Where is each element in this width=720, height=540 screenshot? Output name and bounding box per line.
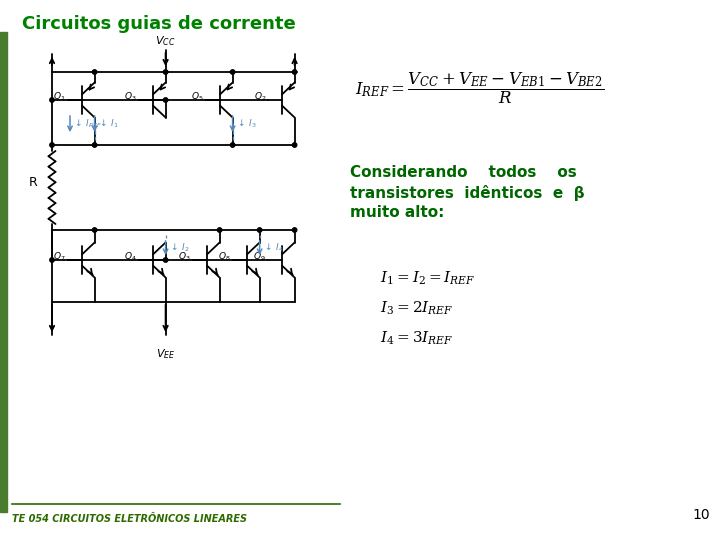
- Text: $I_4 = 3I_{REF}$: $I_4 = 3I_{REF}$: [380, 330, 454, 347]
- Text: 10: 10: [693, 508, 710, 522]
- Circle shape: [163, 70, 168, 74]
- Circle shape: [163, 98, 168, 102]
- Text: R: R: [30, 176, 38, 189]
- Circle shape: [292, 228, 297, 232]
- Text: $\downarrow\, I_3$: $\downarrow\, I_3$: [235, 118, 256, 130]
- Text: $I_{REF}=\dfrac{V_{CC}+V_{EE}-V_{EB1}-V_{BE2}}{R}$: $I_{REF}=\dfrac{V_{CC}+V_{EE}-V_{EB1}-V_…: [355, 70, 604, 106]
- Circle shape: [50, 258, 54, 262]
- Text: $\downarrow\, I_4$: $\downarrow\, I_4$: [263, 242, 284, 254]
- Circle shape: [292, 143, 297, 147]
- Text: Circuitos guias de corrente: Circuitos guias de corrente: [22, 15, 296, 33]
- Text: Considerando    todos    os: Considerando todos os: [350, 165, 577, 180]
- Text: $Q_7$: $Q_7$: [53, 251, 66, 263]
- Text: transistores  idênticos  e  β: transistores idênticos e β: [350, 185, 585, 201]
- Text: $V_{EE}$: $V_{EE}$: [156, 347, 175, 361]
- Circle shape: [92, 143, 96, 147]
- Text: TE 054 CIRCUITOS ELETRÔNICOS LINEARES: TE 054 CIRCUITOS ELETRÔNICOS LINEARES: [12, 514, 247, 524]
- Text: $Q_5$: $Q_5$: [192, 91, 204, 103]
- Circle shape: [92, 228, 96, 232]
- Circle shape: [292, 70, 297, 74]
- Text: $Q_9$: $Q_9$: [253, 251, 266, 263]
- Text: muito alto:: muito alto:: [350, 205, 444, 220]
- Circle shape: [230, 70, 235, 74]
- Text: $V_{CC}$: $V_{CC}$: [156, 34, 176, 48]
- Circle shape: [258, 228, 262, 232]
- Text: $Q_3$: $Q_3$: [125, 91, 137, 103]
- Text: $Q_1$: $Q_1$: [53, 91, 66, 103]
- Text: $I_1 = I_2 = I_{REF}$: $I_1 = I_2 = I_{REF}$: [380, 270, 475, 287]
- Circle shape: [50, 143, 54, 147]
- Bar: [0, 32, 7, 512]
- Text: $Q_8$: $Q_8$: [218, 251, 231, 263]
- Text: $Q_3$: $Q_3$: [179, 251, 191, 263]
- Circle shape: [163, 258, 168, 262]
- Text: $\downarrow\, I_2$: $\downarrow\, I_2$: [168, 242, 189, 254]
- Circle shape: [50, 98, 54, 102]
- Circle shape: [230, 143, 235, 147]
- Circle shape: [92, 70, 96, 74]
- Text: $Q_2$: $Q_2$: [253, 91, 266, 103]
- Text: $Q_4$: $Q_4$: [125, 251, 137, 263]
- Text: $\downarrow\, I_1$: $\downarrow\, I_1$: [98, 118, 118, 130]
- Text: $\downarrow\, I_{REF}$: $\downarrow\, I_{REF}$: [73, 118, 102, 130]
- Circle shape: [217, 228, 222, 232]
- Text: $I_3 = 2I_{REF}$: $I_3 = 2I_{REF}$: [380, 300, 454, 318]
